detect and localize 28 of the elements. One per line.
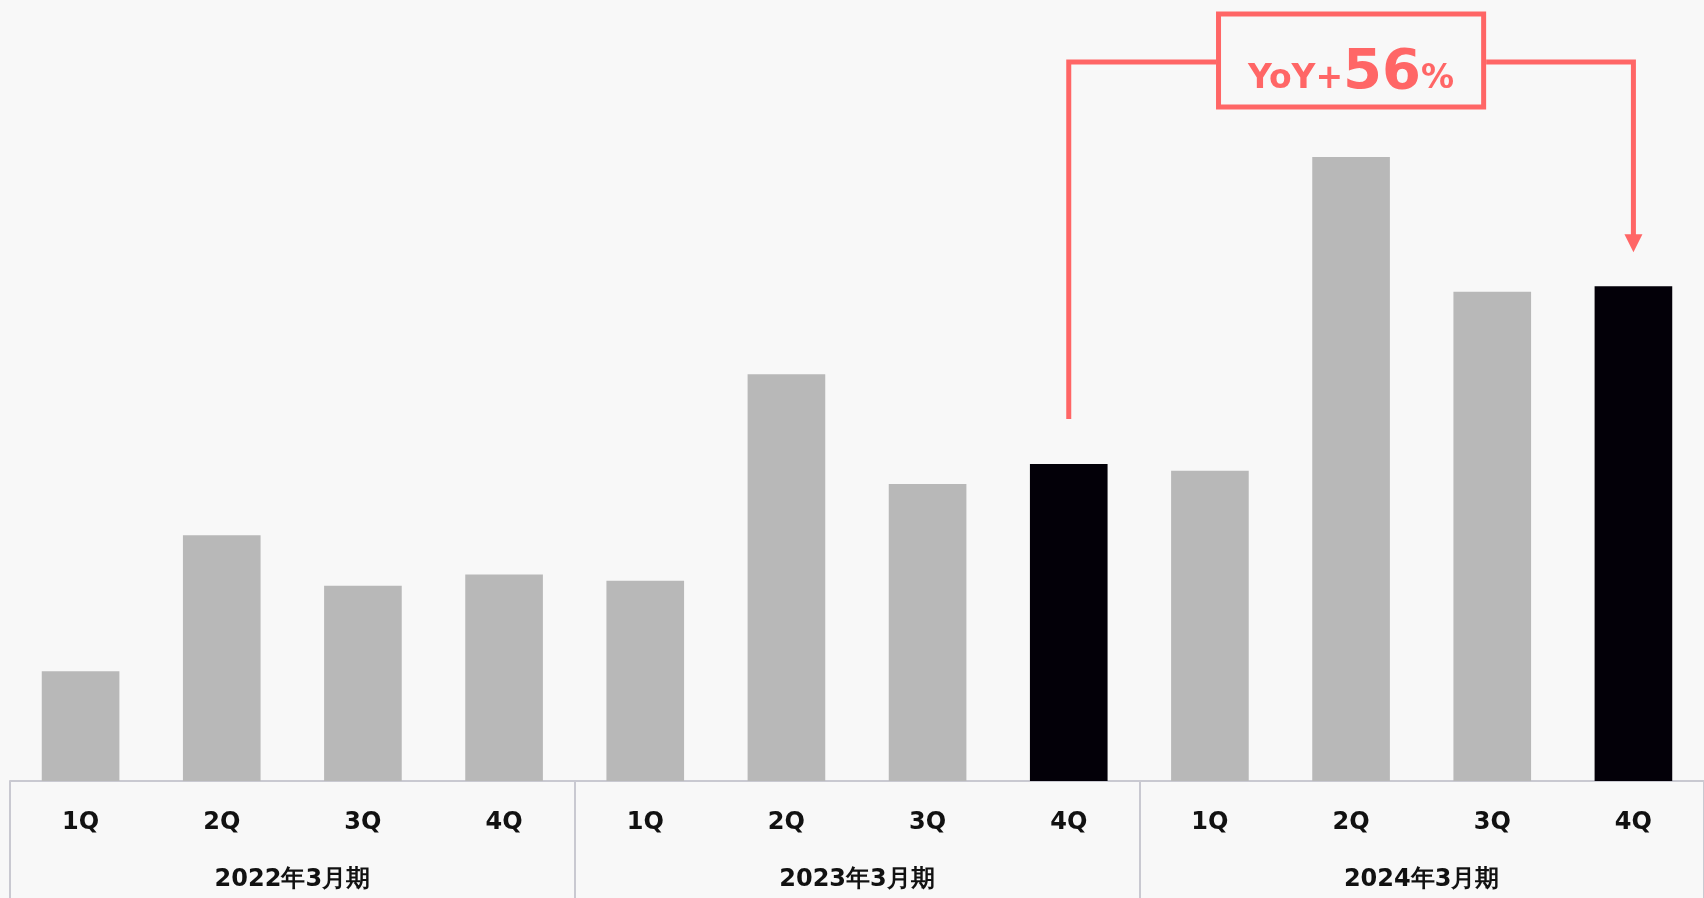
x-tick-label: 1Q	[62, 807, 100, 835]
text: 2024年3月期	[1343, 864, 1500, 892]
x-tick-label: 3Q	[344, 807, 382, 835]
x-tick-label: 2Q	[1332, 807, 1370, 835]
x-tick-label: 3Q	[1473, 807, 1511, 835]
x-tick-label: 4Q	[1614, 807, 1652, 835]
bar	[465, 574, 543, 781]
bar	[1029, 464, 1108, 781]
x-tick-label: 4Q	[485, 807, 523, 835]
bar	[324, 585, 402, 781]
x-tick-label: 2Q	[767, 807, 805, 835]
bar	[1453, 291, 1532, 781]
x-tick-label: 3Q	[909, 807, 947, 835]
x-tick-label: 1Q	[1191, 807, 1229, 835]
bar	[182, 535, 261, 781]
bar	[888, 483, 967, 781]
x-tick-label: 4Q	[1050, 807, 1088, 835]
x-tick-label: 2Q	[203, 807, 241, 835]
bar	[1594, 286, 1673, 781]
x-tick-label: 1Q	[626, 807, 664, 835]
bar	[606, 580, 685, 781]
bar	[1312, 157, 1390, 781]
text: 2022年3月期	[214, 864, 371, 892]
text: YoY+56%	[1247, 36, 1455, 101]
text: 2023年3月期	[779, 864, 935, 892]
bar	[1171, 470, 1249, 781]
bar	[747, 374, 826, 781]
bar	[41, 671, 120, 781]
